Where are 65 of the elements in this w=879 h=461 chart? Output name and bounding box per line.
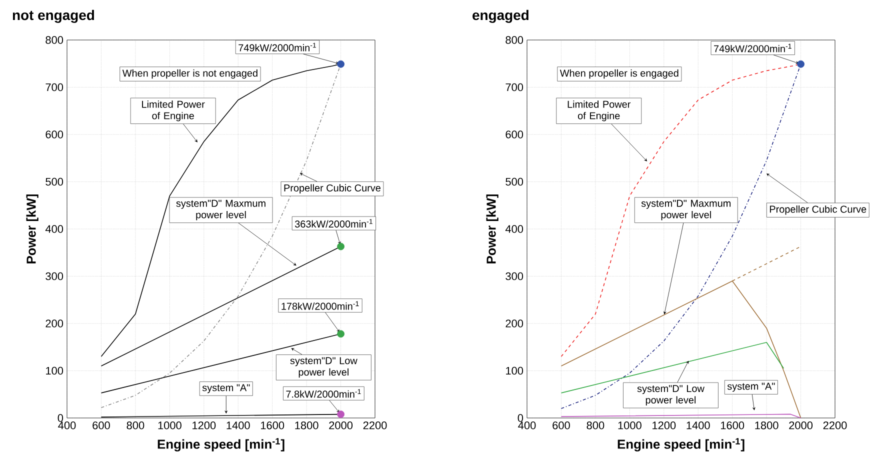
x-tick-label: 1000 xyxy=(618,422,642,430)
annotation: 7.8kW/2000min$^{-1}$ xyxy=(286,389,361,398)
x-tick-label: 2000 xyxy=(329,422,353,430)
annotation: Propeller Cubic Curve xyxy=(770,205,866,215)
x-tick-label: 1600 xyxy=(260,422,284,430)
y-tick-label: 400 xyxy=(505,225,524,233)
annotation: system"D" Maxmum power level xyxy=(641,200,731,220)
y-axis-title: Power [kW] xyxy=(486,194,498,264)
x-tick-label: 400 xyxy=(518,422,536,430)
x-tick-label: 400 xyxy=(58,422,76,430)
x-axis-title: Engine speed [min$^{-1}$] xyxy=(618,438,744,452)
y-axis-title: Power [kW] xyxy=(26,194,38,264)
x-axis-title: Engine speed [min$^{-1}$] xyxy=(158,438,284,452)
annotation: 749kW/2000min$^{-1}$ xyxy=(238,42,316,52)
chart-title: not engaged xyxy=(12,10,94,23)
x-tick-label: 1000 xyxy=(158,422,182,430)
x-tick-label: 2200 xyxy=(363,422,387,430)
x-tick-label: 1400 xyxy=(226,422,250,430)
chart-title: engaged xyxy=(472,10,528,23)
y-tick-label: 0 xyxy=(518,414,524,422)
x-tick-label: 800 xyxy=(586,422,604,430)
y-tick-label: 0 xyxy=(58,414,64,422)
y-tick-label: 300 xyxy=(46,272,64,280)
x-tick-label: 1800 xyxy=(295,422,318,430)
y-tick-label: 100 xyxy=(506,366,524,375)
y-tick-label: 200 xyxy=(506,320,524,328)
y-tick-label: 800 xyxy=(506,36,524,44)
annotation: 363kW/2000min$^{-1}$ xyxy=(294,219,372,228)
y-tick-label: 400 xyxy=(45,225,64,233)
y-tick-label: 300 xyxy=(506,272,524,280)
y-tick-label: 600 xyxy=(46,130,64,138)
annotation: Propeller Cubic Curve xyxy=(284,184,380,194)
x-tick-label: 600 xyxy=(92,422,110,430)
x-tick-label: 1400 xyxy=(686,422,710,430)
y-tick-label: 700 xyxy=(46,83,64,92)
x-tick-label: 1200 xyxy=(652,422,676,430)
y-tick-label: 800 xyxy=(46,36,64,44)
y-tick-label: 700 xyxy=(506,83,524,92)
annotation: When propeller is not engaged xyxy=(122,69,258,79)
y-tick-label: 100 xyxy=(46,366,64,375)
annotation: Limited Power of Engine xyxy=(568,100,631,122)
x-tick-label: 2000 xyxy=(789,422,813,430)
x-tick-label: 2200 xyxy=(823,422,847,430)
x-tick-label: 600 xyxy=(552,422,570,430)
annotation: system"D" Maxmum power level xyxy=(176,200,266,220)
point xyxy=(337,60,344,68)
y-tick-label: 200 xyxy=(46,320,64,328)
x-tick-label: 1800 xyxy=(755,422,778,430)
y-tick-label: 600 xyxy=(506,130,524,138)
x-tick-label: 1200 xyxy=(192,422,216,430)
point xyxy=(337,330,344,338)
x-tick-label: 1600 xyxy=(720,422,744,430)
annotation: Limited Power of Engine xyxy=(142,100,205,122)
x-tick-label: 800 xyxy=(126,422,144,430)
y-tick-label: 500 xyxy=(46,178,64,186)
annotation: system "A" xyxy=(202,384,250,394)
y-tick-label: 500 xyxy=(506,178,524,186)
annotation: system"D" Low power level xyxy=(290,357,358,378)
annotation: 749kW/2000min$^{-1}$ xyxy=(714,44,792,52)
annotation: 178kW/2000min$^{-1}$ xyxy=(282,301,359,310)
annotation: When propeller is engaged xyxy=(560,69,678,79)
point xyxy=(337,242,344,250)
annotation: system"D" Low power level xyxy=(637,385,704,406)
point xyxy=(337,410,344,418)
annotation: system "A" xyxy=(727,382,775,392)
